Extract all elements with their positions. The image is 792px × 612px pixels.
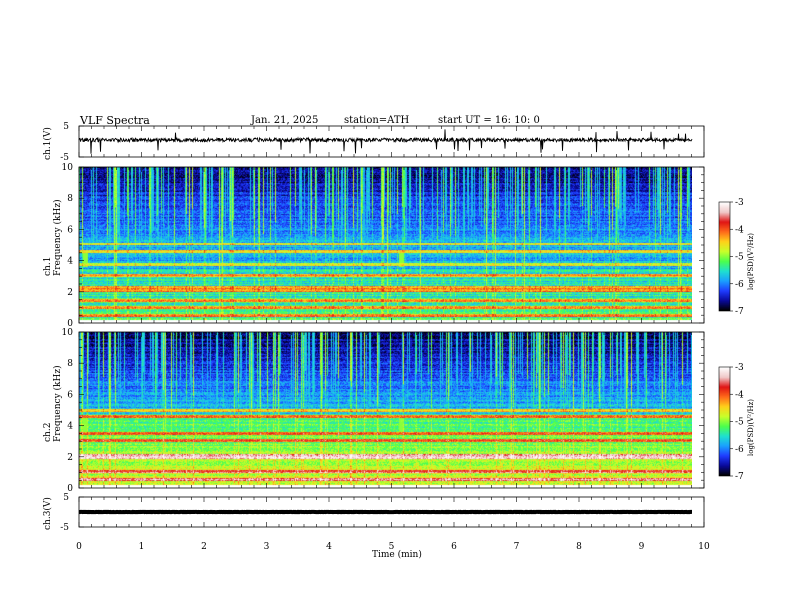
y-tick-label: 2 (67, 288, 73, 298)
y-tick-label: -5 (60, 523, 69, 533)
x-tick-label: 2 (201, 542, 207, 552)
y-tick-label: 2 (67, 453, 73, 463)
colorbar-tick-label: -6 (735, 445, 744, 455)
x-tick-label: 0 (76, 542, 82, 552)
x-tick-label: 5 (389, 542, 395, 552)
colorbar-2 (719, 367, 730, 476)
colorbar-tick-label: -7 (735, 472, 744, 482)
y-tick-label: 5 (63, 122, 69, 132)
colorbar-tick-label: -6 (735, 280, 744, 290)
x-tick-label: 10 (698, 542, 710, 552)
x-tick-label: 8 (576, 542, 582, 552)
y-tick-label: 8 (67, 194, 73, 204)
colorbar-tick-label: -4 (735, 225, 744, 235)
x-tick-label: 3 (264, 542, 270, 552)
colorbar-tick-label: -5 (735, 418, 744, 428)
x-axis-title: Time (min) (372, 550, 422, 560)
station-label: station=ATH (344, 115, 410, 126)
y-tick-label: 0 (67, 319, 73, 329)
start-time-label: start UT = 16: 10: 0 (438, 115, 540, 126)
colorbar-tick-label: -4 (735, 390, 744, 400)
y-tick-label: 6 (67, 390, 73, 400)
y-tick-label: 0 (67, 484, 73, 494)
spectrogram-2 (79, 332, 692, 488)
y-tick-label: 8 (67, 359, 73, 369)
y-tick-label: 6 (67, 225, 73, 235)
x-tick-label: 1 (139, 542, 145, 552)
y-tick-label: 4 (67, 422, 73, 432)
colorbar-tick-label: -5 (735, 253, 744, 263)
spectrogram-1 (79, 167, 692, 323)
y-tick-label: 5 (63, 493, 69, 503)
x-tick-label: 6 (451, 542, 457, 552)
colorbar-tick-label: -3 (735, 363, 744, 373)
x-tick-label: 9 (639, 542, 645, 552)
chart-title: VLF Spectra (80, 114, 150, 127)
colorbar-1 (719, 202, 730, 311)
x-tick-label: 4 (326, 542, 332, 552)
x-tick-label: 7 (514, 542, 520, 552)
colorbar-tick-label: -3 (735, 198, 744, 208)
date-label: Jan. 21, 2025 (251, 115, 319, 126)
colorbar-tick-label: -7 (735, 307, 744, 317)
y-tick-label: 4 (67, 257, 73, 267)
waveform-0 (78, 129, 693, 154)
y-tick-label: 10 (62, 163, 74, 173)
y-tick-label: -5 (60, 153, 69, 163)
y-tick-label: 10 (62, 328, 74, 338)
